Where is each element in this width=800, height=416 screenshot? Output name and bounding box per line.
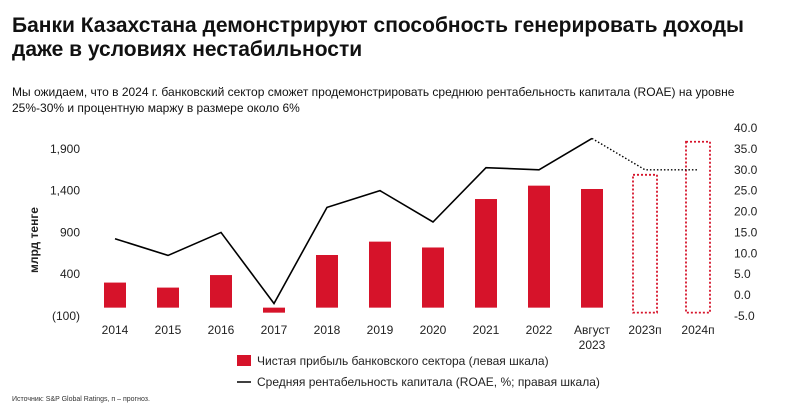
legend-line-label: Средняя рентабельность капитала (ROAE, %… — [257, 375, 600, 389]
y2-tick-label: -5.0 — [734, 309, 755, 323]
bar — [210, 275, 232, 308]
x-tick-label: 2020 — [420, 323, 447, 337]
y-axis-label: млрд тенге — [27, 207, 41, 273]
y-tick-label: 1,900 — [50, 142, 80, 156]
bar — [528, 185, 550, 308]
x-tick-label: 2019 — [367, 323, 394, 337]
x-tick-label: 2017 — [261, 323, 288, 337]
y2-tick-label: 0.0 — [734, 288, 751, 302]
bar — [263, 307, 285, 313]
forecast-bar — [685, 140, 711, 314]
y2-tick-label: 10.0 — [734, 246, 758, 260]
x-tick-label: 2021 — [473, 323, 500, 337]
forecast-bar — [632, 173, 658, 314]
bar — [104, 282, 126, 308]
y-tick-label: (100) — [52, 309, 80, 323]
bars-layer — [104, 185, 603, 313]
y2-tick-label: 40.0 — [734, 121, 758, 135]
x-tick-label: 2014 — [102, 323, 129, 337]
y-tick-label: 1,400 — [50, 184, 80, 198]
legend: Чистая прибыль банковского сектора (лева… — [237, 354, 600, 389]
forecast-layer — [632, 140, 711, 314]
line-layer — [114, 137, 698, 305]
roae-line — [114, 137, 593, 305]
bar — [581, 188, 603, 308]
y2-tick-label: 35.0 — [734, 142, 758, 156]
x-tick-label: 2023 — [579, 338, 606, 352]
y2-tick-label: 25.0 — [734, 184, 758, 198]
bar — [369, 241, 391, 308]
y2-tick-label: 30.0 — [734, 163, 758, 177]
legend-bar-swatch — [237, 355, 251, 366]
y2-tick-label: 5.0 — [734, 267, 751, 281]
bar — [422, 247, 444, 308]
bar — [316, 255, 338, 308]
x-tick-label: 2024п — [681, 323, 714, 337]
y2-tick-label: 15.0 — [734, 225, 758, 239]
chart-subtitle: Мы ожидаем, что в 2024 г. банковский сек… — [12, 85, 735, 115]
y2-tick-label: 20.0 — [734, 205, 758, 219]
ticks-layer: (100) 400 900 1,400 1,900 -5.0 0.0 5.0 10.0 15.0 2… — [50, 121, 758, 352]
bar — [475, 199, 497, 308]
y-tick-label: 400 — [60, 267, 80, 281]
chart-title: Банки Казахстана демонстрируют способнос… — [12, 14, 744, 61]
source-note: Источник: S&P Global Ratings, п – прогно… — [12, 396, 150, 403]
legend-bar-label: Чистая прибыль банковского сектора (лева… — [257, 354, 549, 368]
x-tick-label: Август — [574, 323, 611, 337]
x-tick-label: 2022 — [526, 323, 553, 337]
x-tick-label: 2016 — [208, 323, 235, 337]
x-tick-label: 2018 — [314, 323, 341, 337]
x-tick-label: 2015 — [155, 323, 182, 337]
roae-forecast-line — [591, 137, 698, 171]
x-tick-label: 2023п — [628, 323, 661, 337]
y-tick-label: 900 — [60, 225, 80, 239]
bar — [157, 287, 179, 308]
